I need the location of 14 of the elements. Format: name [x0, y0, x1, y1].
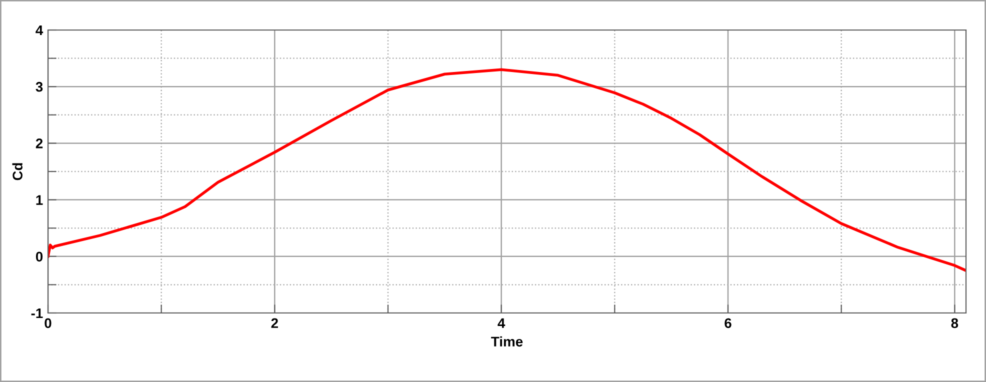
x-tick-label: 0	[44, 318, 52, 328]
y-tick-label: -1	[31, 308, 43, 318]
y-tick-label: 4	[36, 25, 44, 36]
x-tick-label: 6	[724, 318, 732, 328]
x-tick-label: 4	[498, 318, 506, 328]
y-tick-label: 1	[36, 195, 43, 205]
x-tick-label: 2	[271, 318, 278, 328]
x-tick-label: 8	[951, 318, 958, 328]
y-tick-label: 3	[36, 82, 43, 92]
y-axis-title: Cd	[12, 163, 22, 180]
x-axis-title: Time	[491, 336, 523, 347]
y-tick-label: 2	[36, 138, 43, 148]
line-series	[48, 68, 966, 272]
y-tick-label: 0	[36, 252, 43, 262]
